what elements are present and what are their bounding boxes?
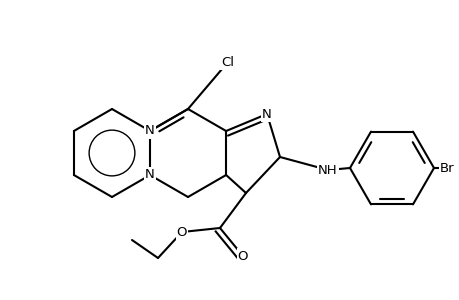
Text: O: O	[237, 250, 248, 262]
Text: N: N	[145, 169, 155, 182]
Text: N: N	[262, 107, 271, 121]
Text: Br: Br	[439, 161, 453, 175]
Text: N: N	[145, 124, 155, 137]
Text: NH: NH	[318, 164, 337, 176]
Text: Cl: Cl	[221, 56, 234, 68]
Text: O: O	[176, 226, 187, 238]
